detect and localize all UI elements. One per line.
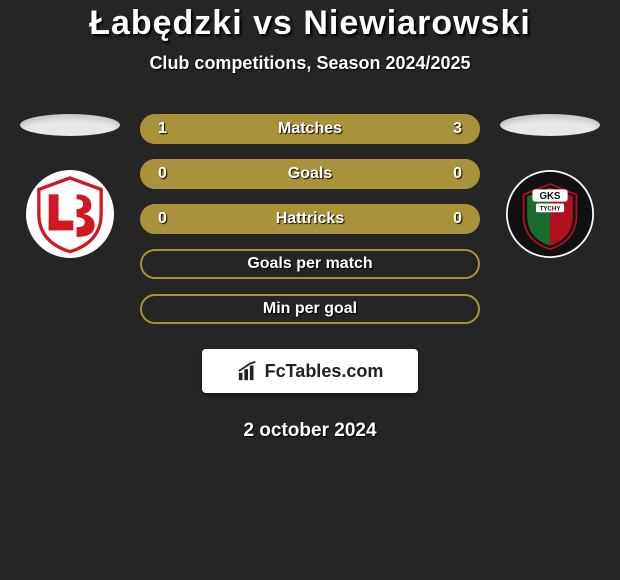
club-crest-icon (29, 173, 111, 255)
stat-right-value: 0 (438, 165, 462, 183)
stat-label: Goals (182, 165, 438, 183)
stat-right-value: 0 (438, 210, 462, 228)
main-area: 1 Matches 3 0 Goals 0 0 Hattricks 0 Goal… (0, 114, 620, 442)
svg-text:GKS: GKS (540, 191, 562, 202)
stat-label: Goals per match (182, 255, 438, 273)
stat-label: Min per goal (182, 300, 438, 318)
stat-row-hattricks: 0 Hattricks 0 (140, 204, 480, 234)
stat-left-value: 1 (158, 120, 182, 138)
player-shadow (500, 114, 600, 136)
page-title: Łabędzki vs Niewiarowski (0, 4, 620, 43)
date-label: 2 october 2024 (243, 420, 376, 442)
player-shadow (20, 114, 120, 136)
right-player-col: GKS TYCHY (490, 114, 610, 258)
stat-left-value: 0 (158, 165, 182, 183)
branding-text: FcTables.com (265, 361, 384, 382)
gks-tychy-badge: GKS TYCHY (506, 170, 594, 258)
comparison-card: Łabędzki vs Niewiarowski Club competitio… (0, 0, 620, 442)
chart-icon (237, 360, 259, 382)
stats-column: 1 Matches 3 0 Goals 0 0 Hattricks 0 Goal… (130, 114, 490, 442)
club-crest-icon: GKS TYCHY (506, 170, 594, 258)
stat-row-matches: 1 Matches 3 (140, 114, 480, 144)
left-player-col (10, 114, 130, 258)
stat-row-min-per-goal: Min per goal (140, 294, 480, 324)
branding-badge[interactable]: FcTables.com (202, 349, 418, 393)
stat-row-goals: 0 Goals 0 (140, 159, 480, 189)
stat-label: Hattricks (182, 210, 438, 228)
stat-row-goals-per-match: Goals per match (140, 249, 480, 279)
page-subtitle: Club competitions, Season 2024/2025 (0, 53, 620, 74)
svg-text:TYCHY: TYCHY (540, 205, 561, 212)
stat-label: Matches (182, 120, 438, 138)
stat-right-value: 3 (438, 120, 462, 138)
stat-left-value: 0 (158, 210, 182, 228)
lks-lodz-badge (26, 170, 114, 258)
